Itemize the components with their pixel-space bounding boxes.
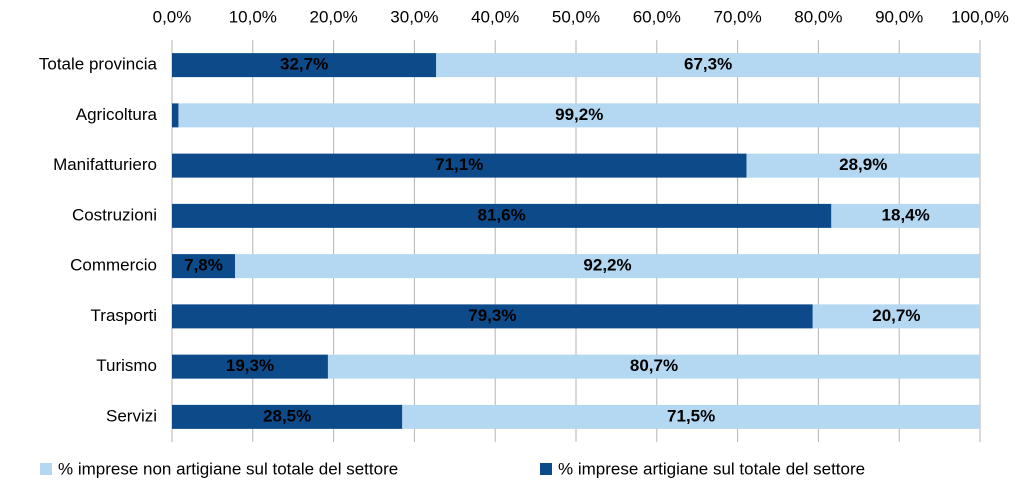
legend-label: % imprese non artigiane sul totale del s… bbox=[58, 459, 398, 478]
legend-swatch bbox=[540, 463, 552, 475]
y-tick-label: Servizi bbox=[106, 406, 157, 425]
y-tick-label: Commercio bbox=[70, 256, 157, 275]
bar-segment bbox=[172, 103, 179, 128]
x-tick-label: 0,0% bbox=[153, 7, 192, 26]
data-label: 80,7% bbox=[630, 356, 678, 375]
data-label: 20,7% bbox=[872, 306, 920, 325]
bar-segment bbox=[831, 203, 980, 228]
data-label: 81,6% bbox=[478, 205, 526, 224]
x-tick-label: 100,0% bbox=[951, 7, 1009, 26]
y-tick-label: Costruzioni bbox=[72, 205, 157, 224]
x-tick-label: 50,0% bbox=[552, 7, 600, 26]
y-tick-label: Totale provincia bbox=[39, 55, 158, 74]
data-label: 71,5% bbox=[667, 406, 715, 425]
data-label: 19,3% bbox=[226, 356, 274, 375]
x-tick-label: 30,0% bbox=[390, 7, 438, 26]
bar-segment bbox=[172, 404, 403, 429]
bar-segment bbox=[402, 404, 980, 429]
bar-segment bbox=[812, 304, 980, 329]
data-label: 28,9% bbox=[839, 155, 887, 174]
y-tick-label: Turismo bbox=[96, 356, 157, 375]
y-tick-label: Trasporti bbox=[91, 306, 157, 325]
data-label: 92,2% bbox=[583, 256, 631, 275]
data-label: 79,3% bbox=[468, 306, 516, 325]
bar-segment bbox=[178, 103, 981, 128]
y-tick-label: Manifatturiero bbox=[53, 155, 157, 174]
bar-segment bbox=[746, 153, 980, 178]
bar-segment bbox=[172, 203, 832, 228]
y-tick-label: Agricoltura bbox=[76, 105, 158, 124]
bar-segment bbox=[235, 254, 981, 279]
legend-label: % imprese artigiane sul totale del setto… bbox=[558, 459, 865, 478]
data-label: 32,7% bbox=[280, 55, 328, 74]
bar-segment bbox=[436, 53, 980, 78]
x-tick-label: 80,0% bbox=[794, 7, 842, 26]
bar-segment bbox=[172, 53, 437, 78]
x-tick-label: 70,0% bbox=[713, 7, 761, 26]
bar-segment bbox=[327, 354, 981, 379]
x-tick-label: 40,0% bbox=[471, 7, 519, 26]
bar-segment bbox=[172, 304, 813, 329]
x-tick-label: 20,0% bbox=[309, 7, 357, 26]
data-label: 67,3% bbox=[684, 55, 732, 74]
bar-segment bbox=[172, 354, 328, 379]
x-tick-label: 90,0% bbox=[875, 7, 923, 26]
data-label: 28,5% bbox=[263, 406, 311, 425]
legend-swatch bbox=[40, 463, 52, 475]
data-label: 71,1% bbox=[435, 155, 483, 174]
x-tick-label: 10,0% bbox=[229, 7, 277, 26]
bar-segment bbox=[172, 254, 236, 279]
data-label: 99,2% bbox=[555, 105, 603, 124]
x-tick-label: 60,0% bbox=[633, 7, 681, 26]
bar-segment bbox=[172, 153, 747, 178]
data-label: 7,8% bbox=[184, 256, 223, 275]
data-label: 18,4% bbox=[882, 205, 930, 224]
